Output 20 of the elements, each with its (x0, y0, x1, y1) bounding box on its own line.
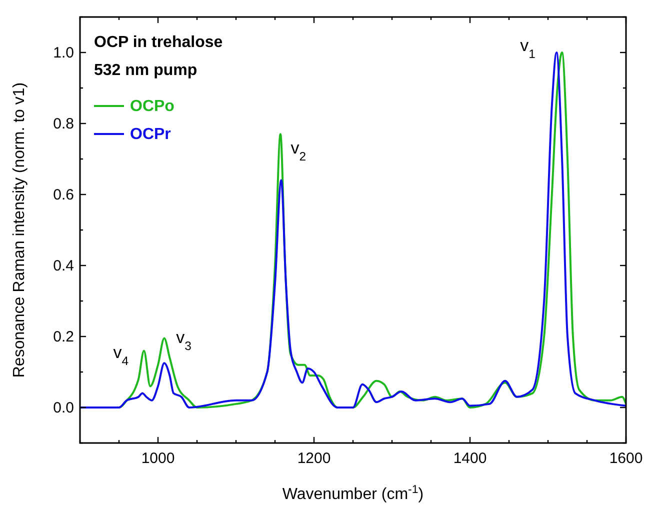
y-tick-label: 0.2 (53, 328, 74, 346)
y-axis-title: Resonance Raman intensity (norm. to v1) (11, 82, 28, 378)
x-tick-label: 1400 (453, 450, 487, 467)
x-tick-label: 1200 (297, 450, 331, 467)
y-tick-label: 0.0 (53, 400, 74, 416)
y-tick-label: 0.4 (53, 258, 74, 274)
annotation: 532 nm pump (94, 62, 198, 79)
legend-label: OCPo (130, 98, 175, 115)
y-tick-label: 1.0 (53, 44, 74, 62)
annotation: v$_{3}$ (176, 328, 192, 353)
annotation: v$_{2}$ (290, 138, 306, 164)
legend-label: OCPr (130, 126, 171, 143)
x-tick-label: 1600 (609, 450, 643, 467)
annotation: v$_{1}$ (520, 36, 536, 62)
y-tick-label: 0.8 (53, 116, 74, 132)
y-tick-label: 0.6 (53, 186, 74, 204)
x-tick-label: 1000 (141, 450, 175, 467)
annotation: OCP in trehalose (94, 34, 223, 51)
x-axis-title: Wavenumber (cm$^{-1}$) (282, 484, 424, 503)
annotation: v$_{4}$ (113, 342, 129, 368)
